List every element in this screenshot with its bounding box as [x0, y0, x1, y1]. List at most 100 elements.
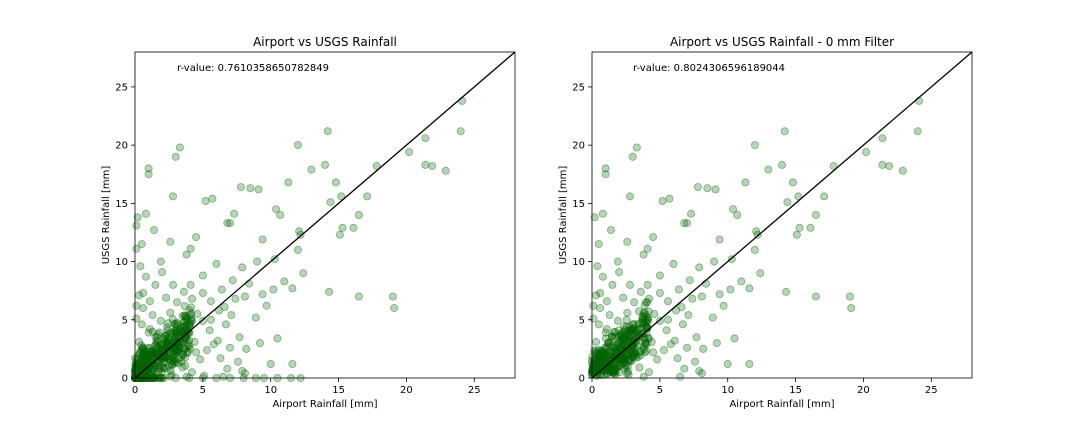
data-point	[354, 210, 363, 219]
data-point	[152, 341, 161, 350]
data-point	[631, 348, 640, 357]
data-point	[153, 343, 162, 352]
data-point	[595, 352, 604, 361]
data-point	[172, 326, 181, 335]
data-point	[157, 339, 166, 348]
data-point	[641, 340, 650, 349]
data-point	[616, 355, 625, 364]
data-point	[136, 262, 145, 271]
data-point	[753, 230, 762, 239]
data-point	[173, 346, 182, 355]
data-point	[163, 339, 172, 348]
data-point	[616, 336, 625, 345]
data-point	[131, 366, 140, 375]
data-point	[140, 348, 149, 357]
data-point	[727, 255, 736, 264]
data-point	[598, 346, 607, 355]
data-point	[616, 343, 625, 352]
data-point	[627, 332, 636, 341]
data-point	[594, 362, 603, 371]
data-point	[148, 311, 157, 320]
data-point	[588, 366, 597, 375]
data-point	[253, 257, 262, 266]
data-point	[626, 192, 635, 201]
data-point	[640, 333, 649, 342]
data-point	[643, 244, 652, 253]
data-point	[139, 304, 148, 313]
data-point	[752, 227, 761, 236]
data-point	[320, 160, 329, 169]
data-point	[187, 309, 196, 318]
data-point	[169, 359, 178, 368]
data-point	[186, 244, 195, 253]
data-point	[595, 349, 604, 358]
data-point	[632, 143, 641, 152]
data-point	[154, 358, 163, 367]
data-point	[621, 334, 630, 343]
data-point	[588, 366, 597, 375]
data-point	[642, 346, 651, 355]
data-point	[152, 344, 161, 353]
chart-right-points	[588, 96, 924, 381]
data-point	[177, 349, 186, 358]
data-point	[177, 338, 186, 347]
data-point	[147, 357, 156, 366]
data-point	[254, 185, 263, 194]
data-point	[180, 344, 189, 353]
data-point	[644, 334, 653, 343]
data-point	[627, 325, 636, 334]
data-point	[602, 325, 611, 334]
data-point	[606, 340, 615, 349]
data-point	[618, 356, 627, 365]
data-point	[148, 327, 157, 336]
data-point	[138, 354, 147, 363]
data-point	[171, 358, 180, 367]
data-point	[187, 316, 196, 325]
data-point	[388, 292, 397, 301]
data-point	[630, 298, 639, 307]
data-point	[325, 287, 334, 296]
data-point	[913, 127, 922, 136]
data-point	[132, 244, 141, 253]
chart-right-y-ticks: 0 5 10 15 20 25	[572, 82, 592, 385]
data-point	[626, 346, 635, 355]
data-point	[149, 348, 158, 357]
data-point	[620, 326, 629, 335]
data-point	[273, 334, 282, 343]
data-point	[225, 343, 234, 352]
data-point	[363, 192, 372, 201]
data-point	[131, 366, 140, 375]
data-point	[641, 311, 650, 320]
data-point	[620, 353, 629, 362]
data-point	[149, 359, 158, 368]
data-point	[691, 357, 700, 366]
data-point	[143, 361, 152, 370]
data-point	[600, 355, 609, 364]
data-point	[607, 365, 616, 374]
data-point	[591, 346, 600, 355]
data-point	[295, 227, 304, 236]
data-point	[161, 331, 170, 340]
data-point	[139, 353, 148, 362]
data-point	[161, 353, 170, 362]
data-point	[733, 210, 742, 219]
data-point	[143, 373, 152, 382]
data-point	[608, 362, 617, 371]
data-point	[643, 313, 652, 322]
data-point	[174, 359, 183, 368]
data-point	[181, 312, 190, 321]
data-point	[847, 304, 856, 313]
data-point	[589, 363, 598, 372]
data-point	[617, 333, 626, 342]
data-point	[598, 348, 607, 357]
data-point	[613, 345, 622, 354]
data-point	[149, 351, 158, 360]
data-point	[653, 355, 662, 364]
data-point	[326, 198, 335, 207]
data-point	[198, 271, 207, 280]
data-point	[624, 335, 633, 344]
data-point	[166, 372, 175, 381]
data-point	[183, 348, 192, 357]
data-point	[599, 366, 608, 375]
data-point	[593, 349, 602, 358]
